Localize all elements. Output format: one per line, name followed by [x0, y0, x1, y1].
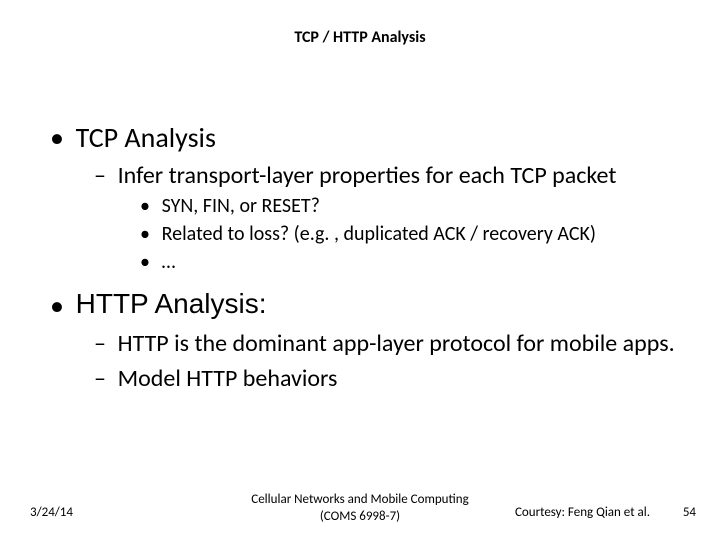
subbullet-model-http: – Model HTTP behaviors [94, 364, 680, 393]
dash-marker: – [94, 161, 114, 190]
bullet-text: Related to loss? (e.g. , duplicated ACK … [162, 222, 596, 246]
bullet-marker: • [140, 194, 158, 218]
bullet-http-analysis: • HTTP Analysis: [50, 288, 680, 323]
dash-marker: – [94, 329, 114, 358]
bullet-marker: • [50, 288, 72, 323]
slide-title: TCP / HTTP Analysis [0, 28, 720, 47]
subbullet-http-dominant: – HTTP is the dominant app-layer protoco… [94, 329, 680, 358]
bullet-marker: • [140, 250, 158, 274]
bullet-text: TCP Analysis [76, 120, 216, 155]
subsub-related-to-loss: • Related to loss? (e.g. , duplicated AC… [140, 222, 680, 246]
subbullet-infer-properties: – Infer transport-layer properties for e… [94, 161, 680, 190]
bullet-text: HTTP is the dominant app-layer protocol … [118, 329, 675, 358]
footer-page-number: 54 [683, 505, 696, 520]
footer-courtesy: Courtesy: Feng Qian et al. [515, 505, 650, 520]
slide-content: • TCP Analysis – Infer transport-layer p… [50, 110, 680, 397]
slide-footer: 3/24/14 Cellular Networks and Mobile Com… [0, 486, 720, 526]
slide: TCP / HTTP Analysis • TCP Analysis – Inf… [0, 0, 720, 540]
bullet-tcp-analysis: • TCP Analysis [50, 120, 680, 155]
footer-course-title: Cellular Networks and Mobile Computing [251, 492, 468, 507]
bullet-text: Infer transport-layer properties for eac… [118, 161, 617, 190]
bullet-text: Model HTTP behaviors [118, 364, 338, 393]
bullet-marker: • [50, 120, 72, 155]
footer-course-code: (COMS 6998-7) [320, 509, 400, 524]
bullet-text: SYN, FIN, or RESET? [162, 194, 320, 218]
bullet-text: … [162, 250, 176, 274]
subsub-ellipsis: • … [140, 250, 680, 274]
dash-marker: – [94, 364, 114, 393]
subsub-syn-fin-reset: • SYN, FIN, or RESET? [140, 194, 680, 218]
bullet-text: HTTP Analysis: [76, 288, 267, 320]
bullet-marker: • [140, 222, 158, 246]
